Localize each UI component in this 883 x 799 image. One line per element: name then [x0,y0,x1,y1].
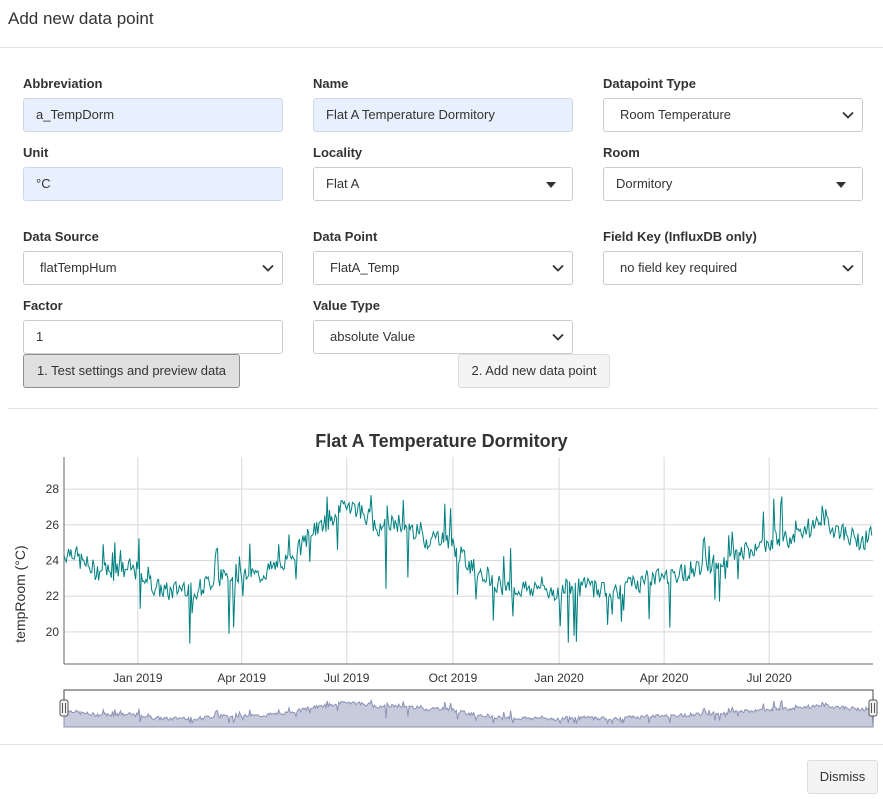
data-source-value: flatTempHum [40,260,117,275]
modal-header: Add new data point [0,0,883,48]
range-handle [59,699,69,717]
axis-layer: Jan 2019 Apr 2019 Jul 2019 Oct 2019 Jan 2020… [46,457,873,685]
locality-field: Locality Flat A [313,144,573,201]
chevron-down-icon [552,264,564,272]
field-key-select[interactable]: no field key required [603,251,863,285]
data-point-select[interactable]: FlatA_Temp [313,251,573,285]
data-source-label: Data Source [23,229,99,244]
x-tick-label: Jul 2020 [746,671,792,685]
y-tick-label: 26 [46,518,60,532]
room-field: Room Dormitory [603,144,863,201]
caret-down-icon [546,182,556,188]
divider [0,744,883,745]
factor-field: Factor 1 [23,297,283,354]
data-point-value: FlatA_Temp [330,260,400,275]
room-label: Room [603,145,640,160]
locality-label: Locality [313,145,363,160]
x-tick-label: Jan 2020 [534,671,584,685]
factor-input[interactable]: 1 [23,320,283,354]
unit-input[interactable]: °C [23,167,283,201]
range-slider-preview [63,699,874,728]
series-layer [63,495,873,644]
unit-label: Unit [23,145,49,160]
value-type-value: absolute Value [330,329,416,344]
unit-field: Unit °C [23,144,283,201]
series-line [63,495,873,644]
value-type-select[interactable]: absolute Value [313,320,573,354]
field-key-field: Field Key (InfluxDB only) no field key r… [603,228,863,285]
add-data-point-button[interactable]: 2. Add new data point [458,354,610,388]
x-tick-label: Apr 2019 [217,671,266,685]
datapoint-type-value: Room Temperature [620,107,732,122]
name-label: Name [313,76,349,91]
range-slider[interactable] [59,689,878,728]
datapoint-type-select[interactable]: Room Temperature [603,98,863,132]
chevron-down-icon [842,111,854,119]
y-tick-label: 20 [46,625,60,639]
datapoint-type-field: Datapoint Type Room Temperature [603,75,863,132]
field-key-label: Field Key (InfluxDB only) [603,229,757,244]
divider [8,408,878,409]
abbreviation-input[interactable]: a_TempDorm [23,98,283,132]
chevron-down-icon [552,333,564,341]
value-type-field: Value Type absolute Value [313,297,573,354]
data-source-field: Data Source flatTempHum [23,228,283,285]
chevron-down-icon [262,264,274,272]
abbreviation-label: Abbreviation [23,76,103,91]
value-type-label: Value Type [313,298,380,313]
dismiss-button[interactable]: Dismiss [807,760,878,794]
modal-title: Add new data point [8,9,154,28]
x-tick-label: Apr 2020 [640,671,689,685]
room-value: Dormitory [616,176,673,191]
name-input[interactable]: Flat A Temperature Dormitory [313,98,573,132]
room-select[interactable]: Dormitory [603,167,863,201]
name-field: Name Flat A Temperature Dormitory [313,75,573,132]
field-key-value: no field key required [620,260,738,275]
locality-select[interactable]: Flat A [313,167,573,201]
x-tick-label: Jul 2019 [324,671,370,685]
x-tick-label: Jan 2019 [113,671,163,685]
datapoint-type-label: Datapoint Type [603,76,696,91]
x-tick-label: Oct 2019 [429,671,478,685]
chart-title: Flat A Temperature Dormitory [315,431,568,451]
data-point-field: Data Point FlatA_Temp [313,228,573,285]
chart: Jan 2019 Apr 2019 Jul 2019 Oct 2019 Jan 2020… [12,457,878,728]
range-handle [868,699,878,717]
test-settings-button[interactable]: 1. Test settings and preview data [23,354,240,388]
abbreviation-field: Abbreviation a_TempDorm [23,75,283,132]
chevron-down-icon [842,264,854,272]
data-source-select[interactable]: flatTempHum [23,251,283,285]
y-tick-label: 22 [46,589,60,603]
y-axis-label: tempRoom (°C) [12,545,28,642]
factor-label: Factor [23,298,63,313]
locality-value: Flat A [326,176,360,191]
caret-down-icon [836,182,846,188]
grid-layer [64,457,873,664]
y-tick-label: 28 [46,482,60,496]
data-point-label: Data Point [313,229,378,244]
y-tick-label: 24 [46,554,60,568]
